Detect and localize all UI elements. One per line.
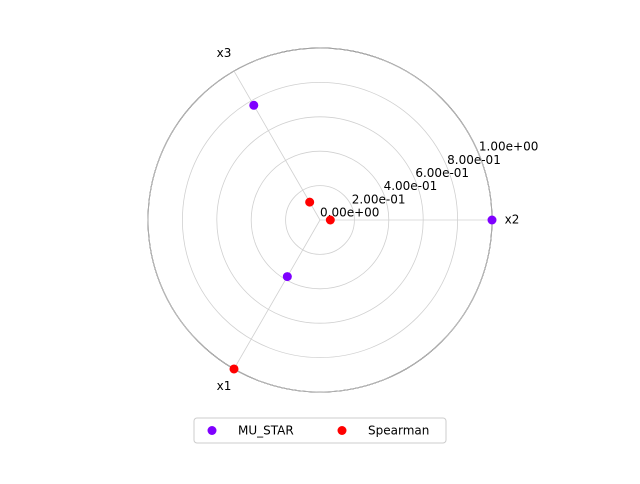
r-tick-label: 4.00e-01 bbox=[384, 179, 438, 193]
spoke bbox=[233, 219, 321, 370]
point bbox=[487, 215, 497, 225]
r-tick-label: 1.00e+00 bbox=[479, 140, 538, 154]
category-label: x1 bbox=[217, 379, 232, 393]
point bbox=[249, 100, 259, 110]
category-label: x2 bbox=[505, 213, 520, 227]
legend-box bbox=[193, 417, 447, 444]
r-tick-label: 8.00e-01 bbox=[447, 153, 501, 167]
point bbox=[282, 272, 292, 282]
r-tick-label: 0.00e+00 bbox=[320, 206, 379, 220]
point bbox=[229, 364, 239, 374]
legend-label: MU_STAR bbox=[238, 424, 294, 438]
r-tick-label: 2.00e-01 bbox=[352, 192, 406, 206]
category-label: x3 bbox=[217, 46, 232, 60]
legend-marker bbox=[207, 426, 217, 435]
spoke bbox=[233, 70, 321, 221]
point bbox=[325, 215, 335, 225]
legend-marker bbox=[337, 426, 347, 435]
point bbox=[305, 197, 315, 207]
legend-label: Spearman bbox=[368, 424, 429, 438]
r-tick-label: 6.00e-01 bbox=[415, 166, 469, 180]
